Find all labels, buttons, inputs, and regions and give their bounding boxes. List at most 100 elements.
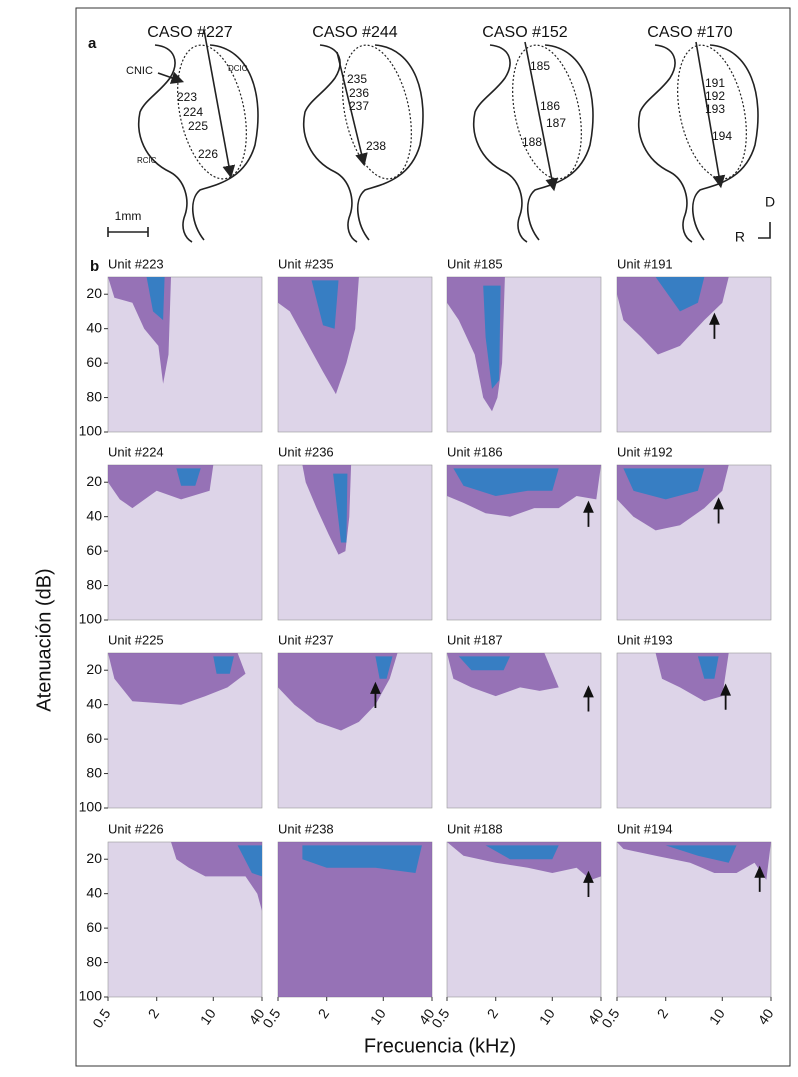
y-tick-label: 100 — [79, 611, 103, 627]
y-tick-label: 40 — [86, 884, 102, 900]
panel-title: Unit #225 — [108, 632, 164, 647]
y-tick-label: 20 — [86, 285, 102, 301]
response-core — [665, 845, 737, 863]
unit-label: 238 — [366, 139, 386, 153]
panel-title: Unit #235 — [278, 256, 334, 271]
cf-arrow — [713, 497, 724, 524]
panel-title: Unit #187 — [447, 632, 503, 647]
response-core — [237, 845, 262, 877]
unit-label: 226 — [198, 147, 218, 161]
unit-label: 236 — [349, 86, 369, 100]
cf-arrow — [709, 312, 720, 339]
unit-label: 235 — [347, 72, 367, 86]
y-tick-label: 20 — [86, 661, 102, 677]
response-core — [146, 277, 165, 321]
plot-background — [277, 464, 433, 621]
region-label: DCIC — [228, 64, 248, 73]
panel-title: Unit #238 — [278, 821, 334, 836]
response-core — [697, 656, 719, 679]
unit-label: 223 — [177, 90, 197, 104]
x-axis-title: Frecuencia (kHz) — [364, 1035, 516, 1057]
unit-label: 187 — [546, 116, 566, 130]
y-tick-label: 60 — [86, 730, 102, 746]
y-tick-label: 60 — [86, 919, 102, 935]
x-tick-label: 2 — [484, 1006, 502, 1022]
y-tick-label: 80 — [86, 576, 102, 592]
cf-arrow — [720, 683, 732, 710]
panel-title: Unit #185 — [447, 256, 503, 271]
cf-arrow — [583, 500, 594, 527]
case-title: CASO #152 — [482, 24, 567, 41]
response-core — [483, 285, 501, 389]
cf-arrow — [754, 865, 766, 892]
panel-title: Unit #194 — [617, 821, 673, 836]
unit-label: 193 — [705, 102, 725, 116]
region-label: CNIC — [126, 65, 153, 77]
rostral-label: R — [735, 229, 745, 245]
y-tick-label: 100 — [79, 799, 103, 815]
x-tick-label: 0.5 — [89, 1005, 113, 1030]
cf-arrow — [370, 681, 381, 708]
plots: Unit #223 20 40 60 80 100 Unit #235 Unit #185 Un… — [79, 256, 777, 1030]
response-core — [302, 845, 422, 873]
response-area — [617, 277, 729, 355]
unit-label: 194 — [712, 129, 732, 143]
cf-arrow — [583, 870, 594, 897]
case-title: CASO #227 — [147, 24, 232, 41]
response-core — [623, 468, 705, 500]
unit-label: 188 — [522, 135, 542, 149]
panel-title: Unit #226 — [108, 821, 164, 836]
y-tick-label: 40 — [86, 319, 102, 335]
case-title: CASO #170 — [647, 24, 732, 41]
x-tick-label: 0.5 — [428, 1005, 452, 1030]
unit-label: 224 — [183, 105, 203, 119]
response-core — [655, 277, 705, 312]
cf-arrow — [583, 685, 594, 712]
response-area — [278, 277, 359, 395]
dorsal-label: D — [765, 194, 775, 210]
response-core — [485, 845, 559, 860]
y-axis-title: Atenuación (dB) — [33, 568, 55, 711]
region-label: RCIC — [137, 156, 157, 165]
y-tick-label: 60 — [86, 542, 102, 558]
y-tick-label: 40 — [86, 695, 102, 711]
y-tick-label: 80 — [86, 764, 102, 780]
x-tick-label: 0.5 — [598, 1005, 622, 1030]
unit-labels: 223 224 225 226 235 236 237 238 185 186 … — [177, 59, 732, 161]
response-core — [176, 468, 201, 486]
x-tick-label: 10 — [197, 1005, 219, 1027]
response-area — [108, 653, 246, 705]
panel-title: Unit #188 — [447, 821, 503, 836]
y-tick-label: 100 — [79, 988, 103, 1004]
x-tick-label: 0.5 — [259, 1005, 283, 1030]
unit-label: 225 — [188, 119, 208, 133]
anatomy — [107, 29, 771, 243]
x-tick-label: 10 — [706, 1005, 728, 1027]
y-tick-label: 80 — [86, 953, 102, 969]
y-tick-label: 100 — [79, 423, 103, 439]
panel-title: Unit #193 — [617, 632, 673, 647]
response-core — [458, 656, 510, 671]
unit-label: 237 — [349, 99, 369, 113]
response-area — [278, 842, 432, 997]
response-core — [375, 656, 393, 679]
panel-title: Unit #191 — [617, 256, 673, 271]
panel-label: a — [88, 35, 97, 52]
panel-title: Unit #224 — [108, 444, 164, 459]
unit-label: 191 — [705, 76, 725, 90]
y-tick-label: 20 — [86, 473, 102, 489]
scale-label: 1mm — [115, 209, 142, 223]
unit-label: 192 — [705, 89, 725, 103]
panel-title: Unit #186 — [447, 444, 503, 459]
x-tick-label: 40 — [754, 1005, 776, 1027]
response-core — [333, 473, 348, 543]
x-tick-label: 2 — [315, 1006, 333, 1022]
panel-title: Unit #223 — [108, 256, 164, 271]
response-area — [447, 842, 601, 880]
response-area — [171, 842, 262, 911]
panel-title: Unit #237 — [278, 632, 334, 647]
panel-title: Unit #236 — [278, 444, 334, 459]
response-area — [278, 653, 398, 731]
x-tick-label: 2 — [145, 1006, 163, 1022]
